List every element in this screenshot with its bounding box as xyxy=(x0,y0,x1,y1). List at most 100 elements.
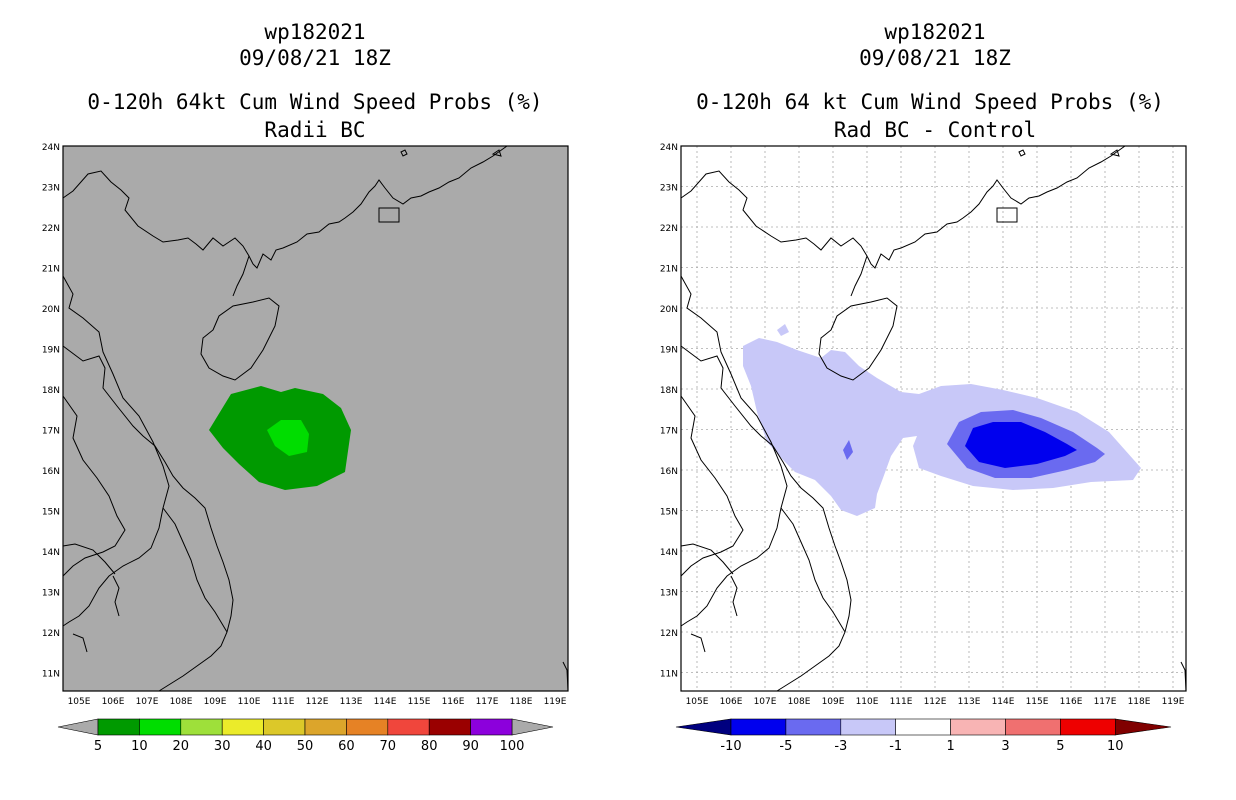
right-title: 0-120h 64 kt Cum Wind Speed Probs (%) xyxy=(696,90,1164,114)
left-contour-10 xyxy=(267,420,309,456)
right-storm-id: wp182021 xyxy=(884,20,986,44)
lon-label: 110E xyxy=(856,697,879,707)
right-colorbar-label: -5 xyxy=(779,739,792,754)
lat-label: 19N xyxy=(660,346,678,356)
lon-label: 106E xyxy=(720,697,743,707)
lat-label: 20N xyxy=(660,305,678,315)
right-colorbar-swatch xyxy=(1060,718,1116,736)
left-colorbar-swatch xyxy=(346,718,389,736)
lon-label: 108E xyxy=(170,697,193,707)
lon-label: 105E xyxy=(686,697,709,707)
lon-label: 111E xyxy=(890,697,913,707)
lon-label: 112E xyxy=(924,697,947,707)
left-colorbar-label: 60 xyxy=(338,739,355,754)
lat-label: 23N xyxy=(660,184,678,194)
lon-label: 117E xyxy=(1094,697,1117,707)
right-colorbar-swatch xyxy=(730,718,787,736)
left-colorbar-low-arrow xyxy=(57,718,99,736)
left-colorbar-label: 40 xyxy=(255,739,272,754)
lon-label: 112E xyxy=(306,697,329,707)
right-colorbar-high-arrow xyxy=(1114,718,1172,736)
left-subtitle: Radii BC xyxy=(264,118,366,142)
lon-label: 116E xyxy=(442,697,465,707)
lat-label: 15N xyxy=(660,508,678,518)
right-subtitle: Rad BC - Control xyxy=(833,118,1037,142)
right-colorbar-swatch xyxy=(895,718,951,736)
lon-label: 119E xyxy=(544,697,567,707)
lat-label: 15N xyxy=(42,508,60,518)
left-colorbar-label: 50 xyxy=(297,739,314,754)
lon-label: 114E xyxy=(992,697,1015,707)
lat-label: 11N xyxy=(42,670,60,680)
lat-label: 12N xyxy=(42,629,60,639)
right-colorbar-swatch xyxy=(785,718,842,736)
lon-label: 113E xyxy=(340,697,363,707)
lat-label: 18N xyxy=(42,386,60,396)
lon-label: 116E xyxy=(1060,697,1083,707)
lat-label: 24N xyxy=(660,143,678,153)
lon-label: 118E xyxy=(510,697,533,707)
left-lat-labels: 24N 23N 22N 21N 20N 19N 18N 17N 16N 15N 14N 13N 12N 1… xyxy=(42,143,60,680)
lon-label: 109E xyxy=(204,697,227,707)
lat-label: 12N xyxy=(660,629,678,639)
left-colorbar-high-arrow xyxy=(511,718,554,736)
lat-label: 11N xyxy=(660,670,678,680)
right-colorbar-label: -10 xyxy=(720,739,741,754)
left-colorbar-swatch xyxy=(221,718,264,736)
lat-label: 17N xyxy=(660,427,678,437)
left-colorbar-swatch xyxy=(180,718,223,736)
left-colorbar-swatch xyxy=(428,718,471,736)
right-colorbar-swatch xyxy=(1005,718,1061,736)
left-colorbar-label: 90 xyxy=(462,739,479,754)
lon-label: 108E xyxy=(788,697,811,707)
left-colorbar-swatch xyxy=(263,718,306,736)
lon-label: 109E xyxy=(822,697,845,707)
lon-label: 107E xyxy=(754,697,777,707)
lat-label: 21N xyxy=(660,265,678,275)
right-colorbar-label: 3 xyxy=(1001,739,1009,754)
right-contour-minus5 xyxy=(965,422,1077,468)
right-colorbar-label: -1 xyxy=(889,739,902,754)
right-colorbar-swatch xyxy=(950,718,1006,736)
lon-label: 111E xyxy=(272,697,295,707)
left-colorbar-label: 30 xyxy=(214,739,231,754)
right-lon-labels: 105E 106E 107E 108E 109E 110E 111E 112E 113E 114E… xyxy=(686,697,1185,707)
lon-label: 119E xyxy=(1162,697,1185,707)
lat-label: 17N xyxy=(42,427,60,437)
right-contour-minus1-small xyxy=(777,324,789,336)
right-colorbar-label: 10 xyxy=(1107,739,1124,754)
lat-label: 19N xyxy=(42,346,60,356)
lon-label: 115E xyxy=(1026,697,1049,707)
lat-label: 21N xyxy=(42,265,60,275)
lat-label: 18N xyxy=(660,386,678,396)
left-colorbar: 5 10 20 30 40 50 60 70 80 90 100 xyxy=(57,718,554,754)
lon-label: 107E xyxy=(136,697,159,707)
lat-label: 22N xyxy=(42,224,60,234)
lat-label: 24N xyxy=(42,143,60,153)
lat-label: 20N xyxy=(42,305,60,315)
lon-label: 117E xyxy=(476,697,499,707)
left-colorbar-swatch xyxy=(304,718,347,736)
left-colorbar-label: 80 xyxy=(421,739,438,754)
lat-label: 13N xyxy=(660,589,678,599)
lat-label: 16N xyxy=(42,467,60,477)
lat-label: 22N xyxy=(660,224,678,234)
left-colorbar-label: 5 xyxy=(94,739,102,754)
right-colorbar: -10 -5 -3 -1 1 3 5 10 xyxy=(675,718,1172,754)
left-colorbar-label: 10 xyxy=(131,739,148,754)
lat-label: 23N xyxy=(42,184,60,194)
left-colorbar-swatch xyxy=(97,718,140,736)
right-colorbar-label: 5 xyxy=(1056,739,1064,754)
lon-label: 105E xyxy=(68,697,91,707)
left-lon-labels: 105E 106E 107E 108E 109E 110E 111E 112E 113E 114E… xyxy=(68,697,567,707)
left-colorbar-swatch xyxy=(139,718,182,736)
right-datetime: 09/08/21 18Z xyxy=(859,46,1011,70)
right-colorbar-label: 1 xyxy=(946,739,954,754)
left-colorbar-label: 100 xyxy=(500,739,525,754)
lat-label: 13N xyxy=(42,589,60,599)
left-title: 0-120h 64kt Cum Wind Speed Probs (%) xyxy=(87,90,543,114)
lon-label: 113E xyxy=(958,697,981,707)
left-colorbar-swatch xyxy=(387,718,430,736)
lon-label: 114E xyxy=(374,697,397,707)
